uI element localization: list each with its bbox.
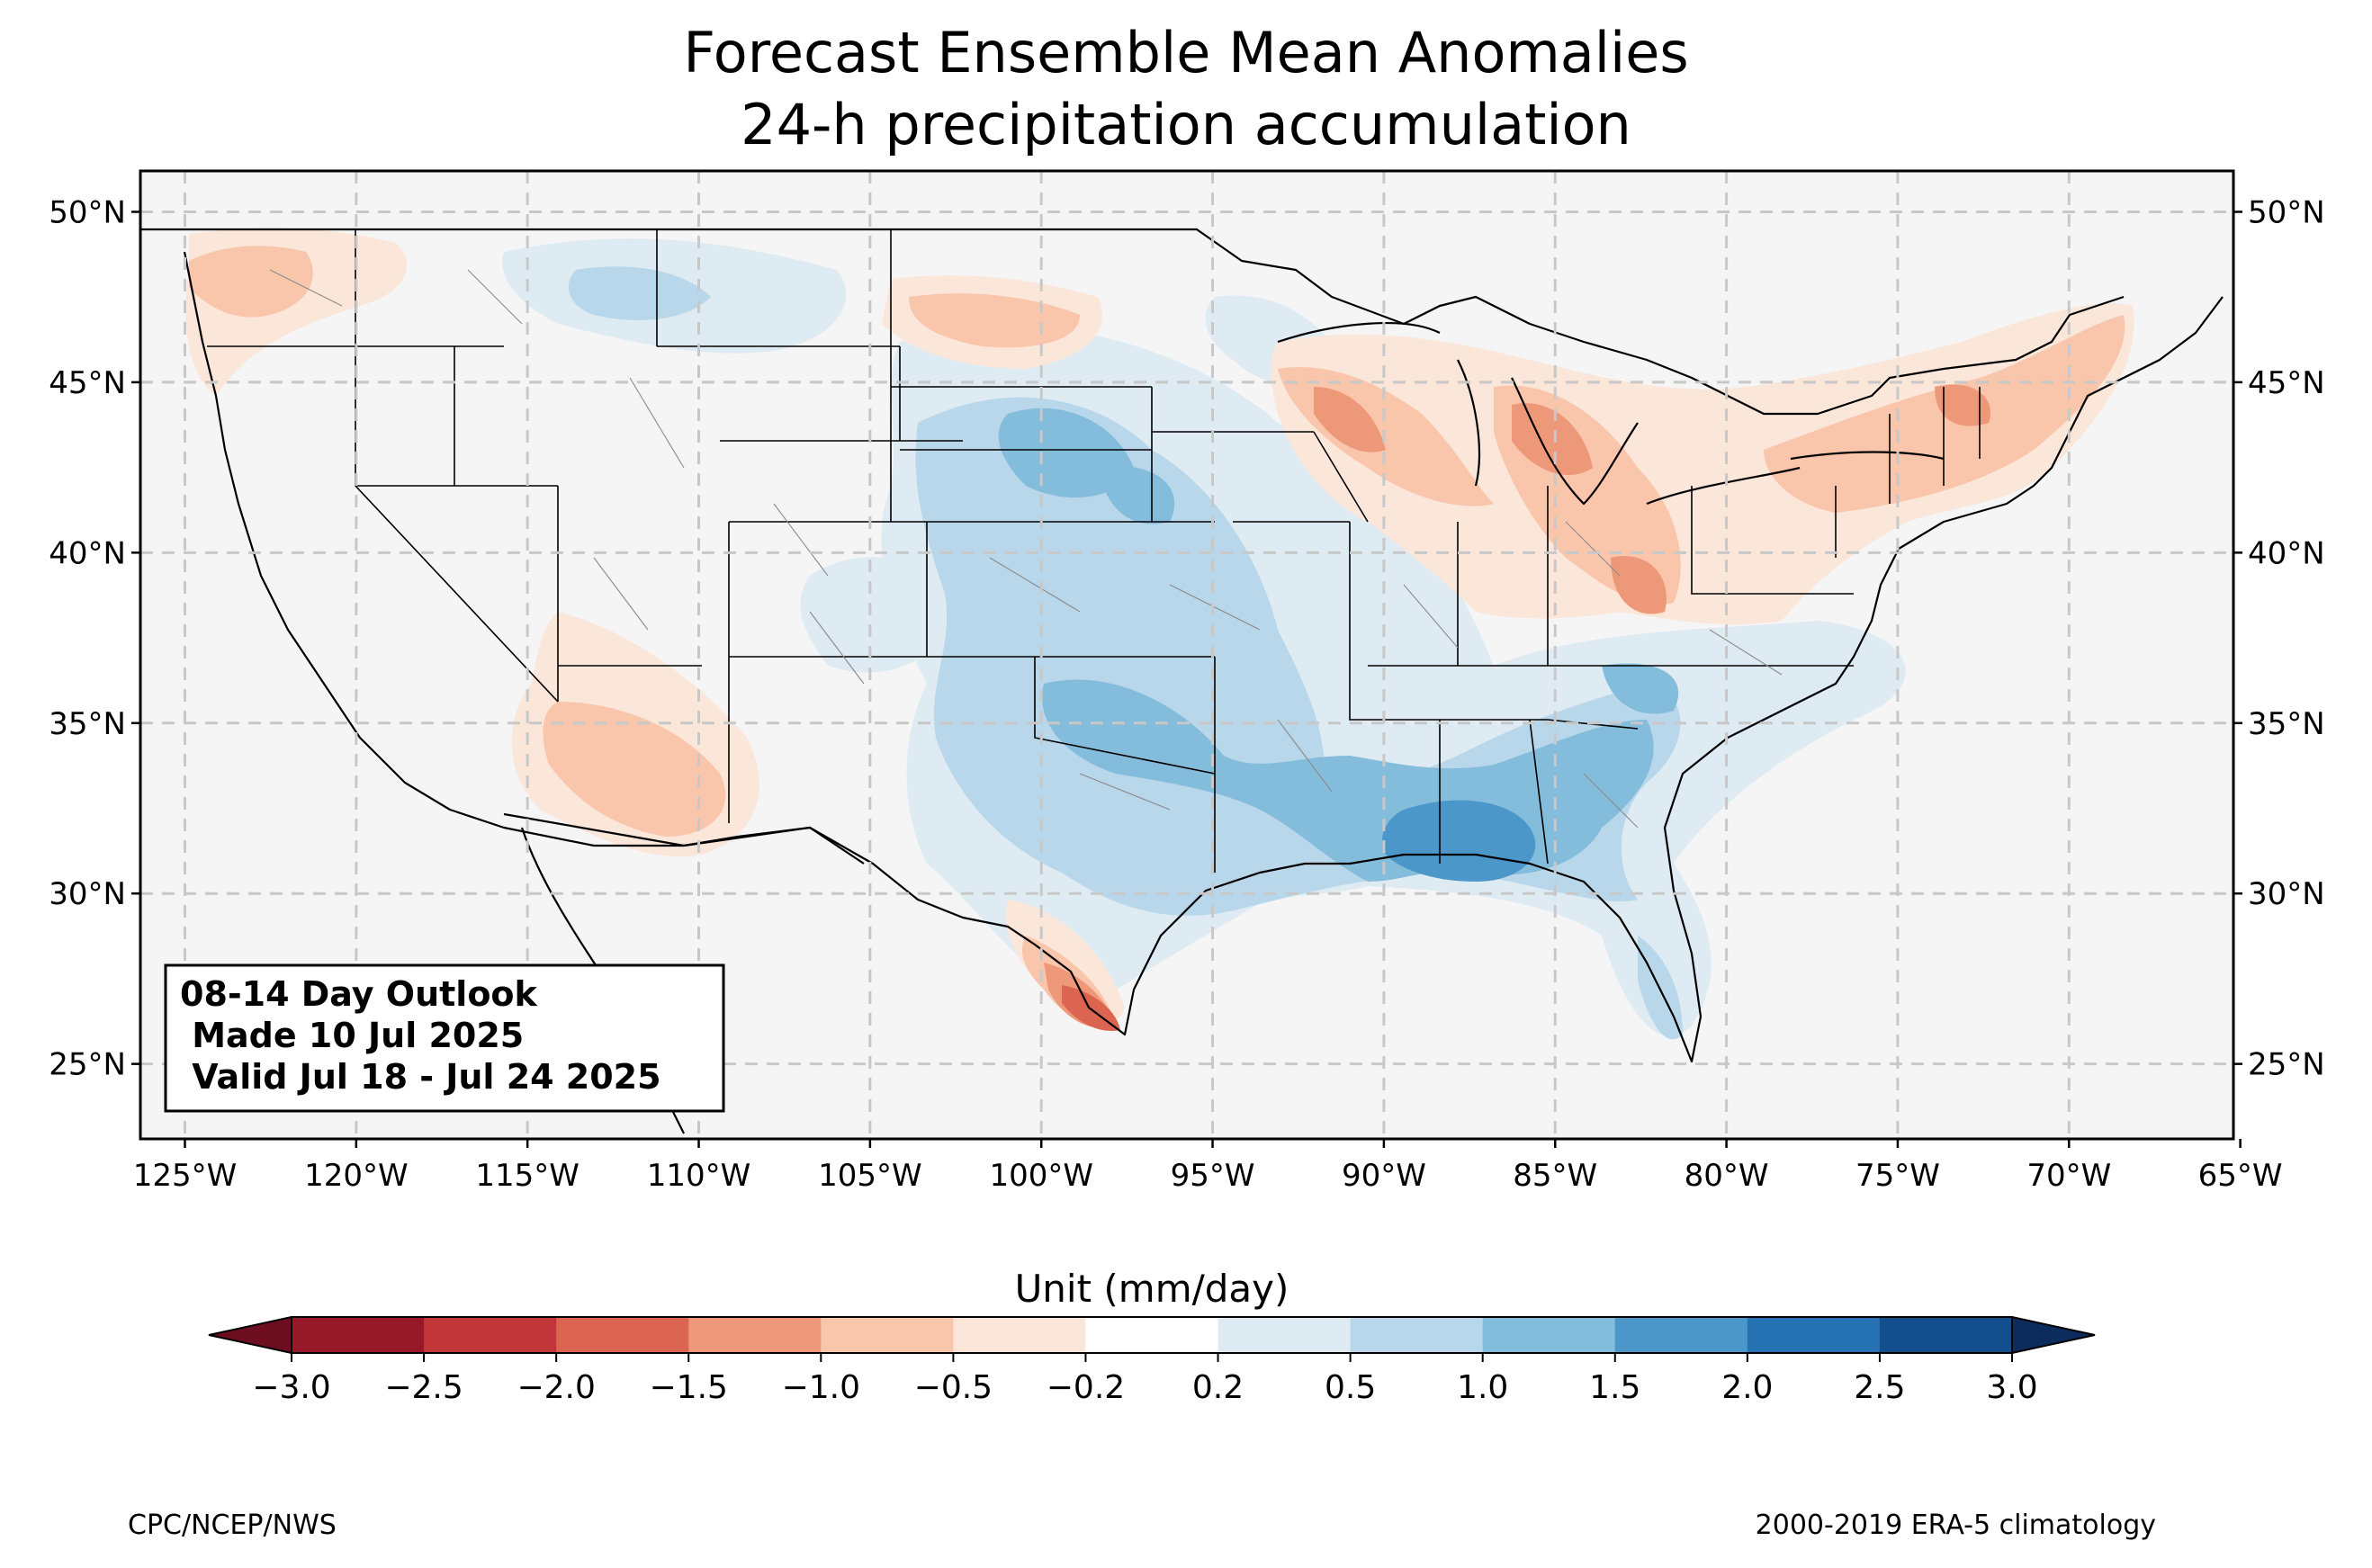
dry-anomaly-mid-washington [189, 246, 313, 318]
colorbar-tick-label: 3.0 [1986, 1369, 2037, 1406]
colorbar-tick-label: −1.5 [650, 1369, 728, 1406]
colorbar-segment [821, 1317, 954, 1353]
lat-tick-label-right: 50°N [2248, 194, 2325, 230]
lon-tick-label: 95°W [1171, 1158, 1255, 1194]
lon-tick-label: 100°W [989, 1158, 1093, 1194]
lat-tick-label-left: 40°N [49, 535, 126, 571]
lon-tick-label: 70°W [2026, 1158, 2111, 1194]
lon-tick-label: 125°W [133, 1158, 238, 1194]
canada-border [140, 228, 2125, 416]
dry-anomaly-strong-midwest [1314, 387, 1386, 452]
colorbar-tick-label: 1.5 [1589, 1369, 1640, 1406]
colorbar-tick-label: −0.2 [1047, 1369, 1125, 1406]
anomaly-field [185, 228, 2134, 1040]
colorbar-ticks: −3.0 −2.5 −2.0 −1.5 −1.0 −0.5 −0.2 0.2 0.5 1.0 1.5… [252, 1353, 2038, 1406]
colorbar-segment [953, 1317, 1086, 1353]
dry-anomaly-strong-kentucky [1611, 556, 1667, 614]
outlook-box-frame [164, 963, 725, 1113]
us-outline [183, 251, 2224, 1063]
footer-left: CPC/NCEP/NWS [128, 1510, 337, 1541]
colorbar-segment [1879, 1317, 2013, 1353]
lon-tick-label: 65°W [2198, 1158, 2283, 1194]
outlook-line1: 08-14 Day Outlook [180, 974, 538, 1014]
dry-anomaly-light-northeast [1271, 303, 2134, 625]
lat-tick-label-left: 50°N [49, 194, 126, 230]
colorbar-segment [1482, 1317, 1616, 1353]
mexico-border [503, 812, 865, 865]
colorbar-segment [1217, 1317, 1352, 1353]
colorbar-tick-label: 0.5 [1325, 1369, 1376, 1406]
wet-anomaly-max-gulf [1382, 800, 1536, 882]
lon-tick-label: 85°W [1513, 1158, 1597, 1194]
footer-right: 2000-2019 ERA-5 climatology [1756, 1510, 2156, 1541]
county-lines [269, 269, 1783, 829]
colorbar-tick-label: −2.5 [384, 1369, 463, 1406]
colorbar-segment [424, 1317, 557, 1353]
lon-tick-label: 115°W [475, 1158, 580, 1194]
map-title-line2: 24-h precipitation accumulation [741, 92, 1631, 157]
wet-anomaly-light-southwest [800, 557, 954, 673]
lat-tick-label-right: 25°N [2248, 1047, 2325, 1083]
map-title-line1: Forecast Ensemble Mean Anomalies [683, 20, 1688, 85]
colorbar-frame [291, 1316, 2013, 1354]
outlook-box: 08-14 Day Outlook Made 10 Jul 2025 Valid… [164, 963, 725, 1113]
lon-tick-label: 105°W [818, 1158, 922, 1194]
wet-anomaly-strong-east [1602, 663, 1679, 714]
lat-tick-label-right: 45°N [2248, 365, 2325, 401]
colorbar-extend-high [2011, 1315, 2096, 1355]
colorbar-tick-label: 2.0 [1721, 1369, 1773, 1406]
lat-tick-label-right: 35°N [2248, 706, 2325, 742]
lat-tick-label-left: 30°N [49, 876, 126, 912]
colorbar-segment [1350, 1317, 1484, 1353]
wet-anomaly-mid-montana [568, 266, 711, 320]
lat-tick-label-left: 25°N [49, 1047, 126, 1083]
colorbar-segment [292, 1317, 425, 1353]
lon-tick-label: 90°W [1342, 1158, 1426, 1194]
colorbar-tick-label: −0.5 [914, 1369, 993, 1406]
dry-anomaly-mid-dakota [909, 293, 1080, 348]
colorbar-label: Unit (mm/day) [1015, 1267, 1289, 1311]
colorbar-tick-label: −3.0 [252, 1369, 330, 1406]
lat-ticks-right: 25°N 30°N 35°N 40°N 45°N 50°N [2233, 194, 2325, 1083]
lon-tick-label: 120°W [304, 1158, 409, 1194]
colorbar-tick-label: 2.5 [1854, 1369, 1905, 1406]
colorbar: Unit (mm/day) −3.0 −2.5 −2.0 −1.5 −1.0 −0.5 −0… [208, 1267, 2096, 1406]
wet-anomaly-light-east [1692, 635, 1872, 729]
colorbar-tick-label: −1.0 [782, 1369, 860, 1406]
great-lakes [1277, 322, 1945, 506]
colorbar-segment [556, 1317, 689, 1353]
colorbar-tick-label: 0.2 [1192, 1369, 1244, 1406]
outlook-line2: Made 10 Jul 2025 [180, 1016, 524, 1055]
wet-anomaly-strong-kansas [1098, 466, 1175, 524]
colorbar-tick-label: 1.0 [1457, 1369, 1508, 1406]
outlook-line3: Valid Jul 18 - Jul 24 2025 [180, 1057, 661, 1097]
gridlines [140, 171, 2233, 1139]
lon-tick-label: 75°W [1855, 1158, 1940, 1194]
dry-anomaly-strong-vermont [1935, 384, 1990, 426]
dry-anomaly-mid-arizona [543, 702, 726, 837]
colorbar-extend-low [208, 1315, 292, 1355]
lon-ticks: 125°W 120°W 115°W 110°W 105°W 100°W 95°W 90°W 85… [133, 1139, 2283, 1194]
lat-tick-label-left: 45°N [49, 365, 126, 401]
colorbar-segment [1085, 1317, 1219, 1353]
map-frame [139, 169, 2235, 1141]
lon-tick-label: 80°W [1685, 1158, 1769, 1194]
colorbar-segments [208, 1315, 2096, 1355]
lat-tick-label-left: 35°N [49, 706, 126, 742]
lat-ticks-left: 25°N 30°N 35°N 40°N 45°N 50°N [49, 194, 140, 1083]
lat-tick-label-right: 40°N [2248, 535, 2325, 571]
lat-tick-label-right: 30°N [2248, 876, 2325, 912]
colorbar-segment [1614, 1317, 1748, 1353]
colorbar-segment [688, 1317, 822, 1353]
map-panel: 125°W 120°W 115°W 110°W 105°W 100°W 95°W 90°W 85… [49, 169, 2325, 1194]
lon-tick-label: 110°W [647, 1158, 751, 1194]
colorbar-segment [1747, 1317, 1881, 1353]
colorbar-tick-label: −2.0 [517, 1369, 595, 1406]
